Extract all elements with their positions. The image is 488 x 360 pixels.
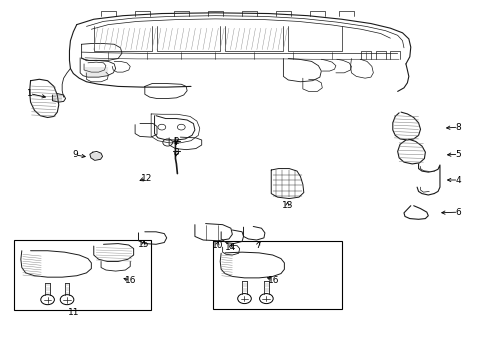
Text: 14: 14 <box>225 243 236 252</box>
Text: 4: 4 <box>455 176 460 185</box>
Text: 10: 10 <box>211 240 223 249</box>
Text: 13: 13 <box>281 201 292 210</box>
Text: 11: 11 <box>67 309 79 318</box>
Text: 7: 7 <box>255 240 261 249</box>
Text: 3: 3 <box>173 148 179 157</box>
Text: 1: 1 <box>27 89 32 98</box>
Text: 15: 15 <box>137 240 149 249</box>
Text: 16: 16 <box>124 276 136 285</box>
Text: 6: 6 <box>455 208 460 217</box>
Text: 16: 16 <box>267 275 279 284</box>
Text: 2: 2 <box>173 137 179 146</box>
Text: 5: 5 <box>455 150 460 159</box>
Text: 8: 8 <box>455 123 460 132</box>
Text: 12: 12 <box>141 174 152 183</box>
Text: 9: 9 <box>72 150 78 159</box>
